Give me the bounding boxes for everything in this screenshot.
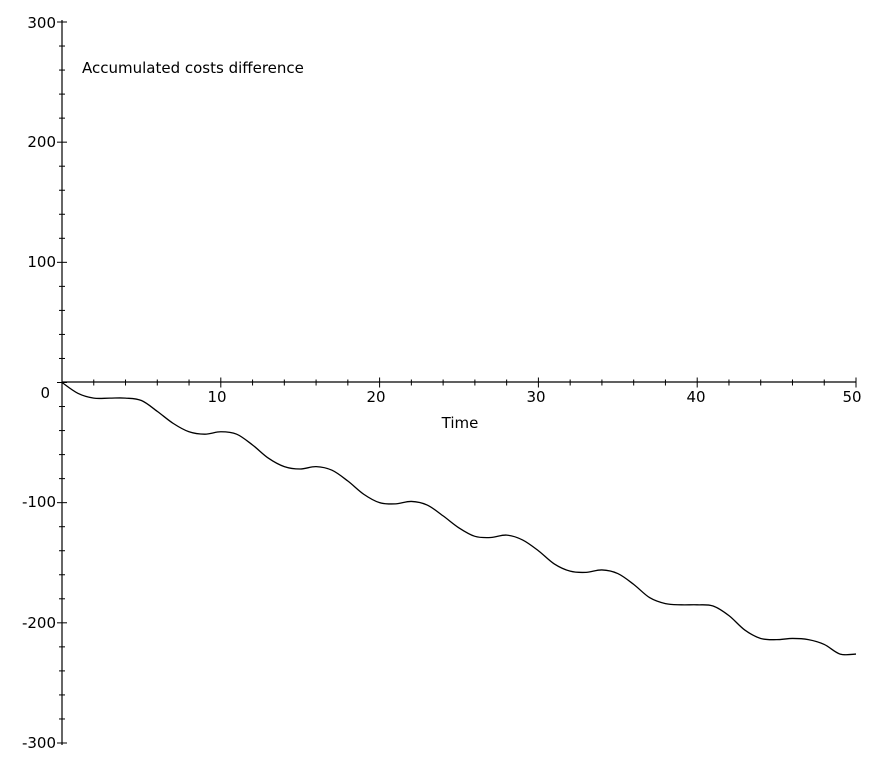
y-tick-label-neg100: -100: [22, 493, 56, 511]
chart-title: Accumulated costs difference: [82, 59, 304, 77]
y-tick-label-neg200: -200: [22, 614, 56, 632]
x-tick-label-10: 10: [207, 388, 226, 406]
x-minor-ticks: [93, 379, 825, 386]
y-tick-labels: 300 200 100 0 -100 -200 -300: [22, 14, 56, 752]
series-layer: [61, 381, 857, 656]
x-tick-label-20: 20: [366, 388, 385, 406]
x-tick-label-40: 40: [686, 388, 705, 406]
y-minor-ticks: [59, 45, 65, 720]
x-major-ticks: [220, 377, 857, 388]
series-line-0: [61, 381, 857, 656]
x-tick-label-30: 30: [526, 388, 545, 406]
y-tick-label-200: 200: [27, 133, 56, 151]
y-tick-label-300: 300: [27, 14, 56, 32]
x-axis-title: Time: [441, 414, 479, 432]
x-tick-labels: 10 20 30 40 50: [207, 388, 861, 406]
x-tick-label-50: 50: [842, 388, 861, 406]
y-axis: 300 200 100 0 -100 -200 -300: [22, 14, 67, 752]
x-axis: 10 20 30 40 50 Time: [62, 377, 862, 432]
y-tick-label-neg300: -300: [22, 734, 56, 752]
y-tick-label-0: 0: [40, 384, 50, 402]
y-tick-label-100: 100: [27, 253, 56, 271]
